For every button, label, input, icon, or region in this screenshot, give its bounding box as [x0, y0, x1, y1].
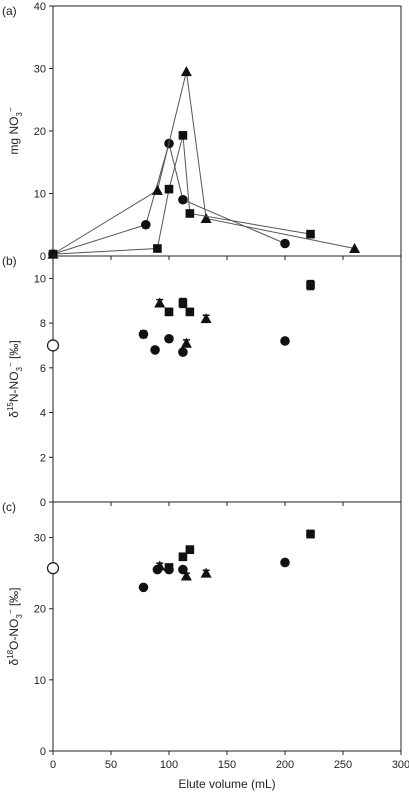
square-marker — [164, 563, 174, 572]
y-tick-label: 0 — [40, 497, 46, 509]
circle-marker — [280, 336, 290, 346]
triangle-series — [154, 560, 212, 581]
square-marker — [185, 545, 195, 554]
x-tick-label: 300 — [392, 759, 409, 771]
y-tick-label: 10 — [34, 675, 46, 687]
y-tick-label: 10 — [34, 273, 46, 285]
y-axis-label: δ18O-NO3− [‰] — [6, 587, 24, 665]
square-marker — [178, 552, 188, 562]
circle-marker — [150, 345, 160, 355]
x-tick-label: 0 — [50, 759, 56, 771]
plot-frame — [52, 501, 402, 752]
x-tick-label: 200 — [276, 759, 294, 771]
triangle-marker — [200, 567, 212, 578]
circle-marker — [280, 557, 290, 568]
panel-label: (a) — [2, 4, 17, 18]
circle-marker — [141, 219, 151, 230]
triangle-marker — [200, 313, 212, 324]
circle-marker — [138, 329, 149, 340]
panel-label: (c) — [2, 500, 16, 514]
panel-1: (a) 0 10 20 30 40 mg NO3− — [2, 1, 402, 263]
series-line — [52, 71, 355, 255]
square-marker — [164, 307, 174, 317]
circle-marker — [178, 347, 188, 357]
panel-2: (b) 0 2 4 6 8 10 δ15N-NO3− [‰] — [2, 254, 402, 509]
circle-series — [48, 138, 290, 259]
plot-frame — [52, 255, 402, 503]
y-axis-label: δ15N-NO3− [‰] — [6, 340, 24, 417]
square-series — [48, 131, 315, 259]
circle-marker — [280, 238, 290, 249]
y-tick-label: 0 — [40, 746, 46, 758]
square-marker — [306, 280, 315, 290]
circle-marker — [138, 582, 149, 593]
triangle-series — [47, 66, 361, 259]
y-axis-label: mg NO3− — [6, 107, 24, 154]
y-tick-label: 20 — [34, 126, 46, 138]
circle-marker — [178, 564, 188, 575]
x-tick-label: 50 — [105, 759, 117, 771]
reference-open-circle — [46, 339, 60, 352]
triangle-marker — [154, 297, 166, 308]
square-series — [164, 529, 315, 572]
y-tick-label: 30 — [34, 64, 46, 76]
square-marker — [153, 244, 162, 253]
y-tick-label: 0 — [40, 251, 46, 263]
triangle-marker — [154, 560, 166, 571]
triangle-series — [154, 297, 212, 348]
triangle-marker — [180, 66, 192, 77]
triangle-marker — [180, 337, 192, 348]
triangle-marker — [349, 243, 361, 253]
triangle-marker — [200, 213, 212, 223]
circle-series — [138, 329, 290, 357]
square-marker — [178, 131, 188, 140]
square-marker — [306, 229, 315, 239]
series-line — [52, 141, 286, 255]
y-tick-label: 10 — [34, 189, 46, 201]
circle-marker — [178, 194, 188, 205]
x-tick-label: 250 — [334, 759, 352, 771]
square-marker — [306, 529, 315, 539]
circle-marker — [164, 333, 174, 344]
square-series — [164, 279, 315, 317]
y-tick-label: 4 — [40, 408, 46, 420]
square-marker — [164, 184, 174, 194]
y-tick-label: 20 — [34, 604, 46, 616]
triangle-marker — [180, 570, 192, 581]
square-marker — [185, 307, 195, 317]
y-tick-label: 8 — [40, 318, 46, 330]
square-marker — [178, 298, 188, 308]
y-tick-label: 30 — [34, 533, 46, 545]
series-line — [52, 135, 311, 255]
x-tick-label: 100 — [160, 759, 178, 771]
panel-label: (b) — [2, 254, 17, 268]
y-tick-label: 40 — [34, 1, 46, 13]
triangle-marker — [151, 184, 163, 195]
y-tick-label: 2 — [40, 452, 46, 464]
x-tick-label: 150 — [218, 759, 236, 771]
square-marker — [48, 249, 58, 259]
square-marker — [185, 209, 195, 218]
reference-open-circle — [46, 562, 60, 575]
y-tick-label: 6 — [40, 363, 46, 375]
x-axis-label: Elute volume (mL) — [178, 777, 275, 791]
